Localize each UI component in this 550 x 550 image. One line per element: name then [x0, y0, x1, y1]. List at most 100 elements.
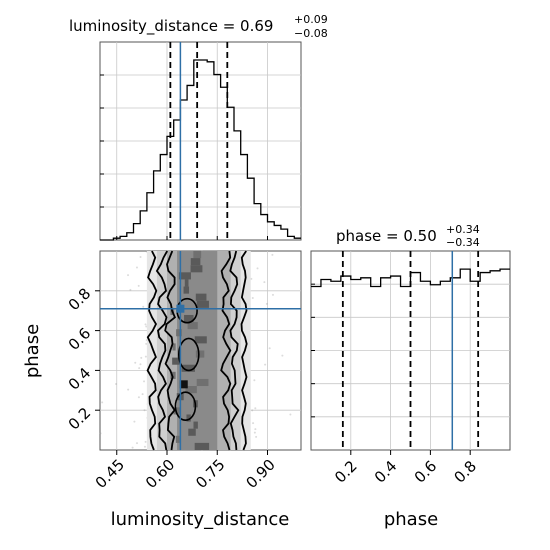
luminosity-distance-title-main: luminosity_distance = 0.69: [69, 17, 273, 36]
density-cell: [196, 300, 209, 308]
contour-line: [220, 250, 232, 451]
scatter-point: [135, 266, 138, 269]
scatter-point: [250, 277, 253, 280]
scatter-point: [127, 274, 130, 277]
phase-quantile-lines: [341, 251, 480, 450]
x-axis-label-phase: phase: [384, 509, 438, 530]
phase-x-tick-label: 0.4: [371, 457, 401, 487]
contour-line: [146, 250, 158, 451]
scatter-point: [281, 354, 284, 357]
scatter-point: [129, 288, 132, 291]
phase-x-tick-label: 0.8: [451, 457, 481, 487]
truth-marker: [176, 304, 185, 313]
density-cell: [194, 442, 210, 450]
scatter-point: [143, 380, 146, 383]
phase-y-tick-label: 0.6: [65, 324, 95, 354]
scatter-point: [252, 422, 255, 425]
scatter-point: [99, 432, 102, 435]
scatter-point: [251, 409, 254, 412]
density-cell: [186, 414, 191, 422]
scatter-point: [115, 382, 118, 385]
scatter-point: [139, 363, 142, 366]
density-contours: [146, 250, 248, 451]
scatter-point: [139, 256, 142, 259]
density-cell: [193, 251, 202, 259]
phase-x-tick-label: 0.2: [331, 457, 361, 487]
scatter-point: [264, 363, 267, 366]
density-cell: [181, 364, 195, 372]
luminosity-distance-x-tick-label: 0.60: [142, 456, 178, 492]
phase-histogram-steps: [311, 268, 510, 288]
phase-x-tick-label: 0.6: [411, 457, 441, 487]
scatter-point: [144, 355, 147, 358]
contour-line: [229, 250, 240, 451]
scatter-point: [253, 379, 256, 382]
density-cell: [194, 336, 207, 344]
x-axis-label-luminosity-distance: luminosity_distance: [111, 509, 290, 530]
scatter-point: [101, 401, 104, 404]
density-cell: [195, 350, 205, 358]
luminosity-distance-x-tick-label: 0.75: [192, 456, 228, 492]
scatter-point: [143, 445, 146, 448]
panel-phase-histogram: 0.2 0.4 0.6 0.8 phase = 0.50 +0.34 −0.34 ph…: [310, 223, 511, 530]
density-cell: [184, 314, 194, 323]
luminosity-distance-title-upper: +0.09: [294, 13, 328, 26]
density-cell: [185, 386, 197, 394]
scatter-point: [265, 302, 268, 305]
contour-island: [177, 337, 200, 372]
contour-line: [240, 250, 248, 451]
scatter-point: [135, 442, 138, 445]
density-cell: [193, 421, 198, 429]
contour-line: [164, 250, 176, 451]
density-cell: [173, 407, 181, 415]
density-cell: [175, 435, 180, 443]
density-cell: [178, 272, 191, 280]
contour-island: [174, 391, 197, 422]
y-axis-ticks-phase: 0.2 0.4 0.6 0.8: [65, 284, 100, 433]
scatter-point: [133, 420, 136, 423]
density-cell: [184, 279, 189, 287]
scatter-point: [254, 407, 257, 410]
scatter-point: [271, 253, 274, 256]
scatter-point: [253, 431, 256, 434]
scatter-point: [254, 428, 257, 431]
scatter-point: [137, 396, 140, 399]
scatter-point: [251, 296, 254, 299]
phase-y-tick-label: 0.2: [65, 404, 95, 434]
scatter-point: [134, 361, 137, 364]
density-cell: [190, 258, 201, 266]
panel-luminosity-distance-histogram: luminosity_distance = 0.69 +0.09 −0.08: [69, 13, 328, 241]
density-cell: [172, 357, 180, 365]
phase-histogram-ticks: 0.2 0.4 0.6 0.8: [311, 283, 481, 487]
scatter-point: [268, 347, 271, 350]
luminosity-distance-histogram-ticks: [100, 74, 268, 240]
density-cell: [195, 293, 207, 301]
panel-2d-density: 0.45 0.60 0.75 0.90 0.2 0.4 0.6 0.8 luminosity…: [22, 250, 302, 530]
scatter-point: [255, 435, 258, 438]
contour-line: [155, 250, 168, 451]
density-cell: [187, 322, 198, 330]
luminosity-distance-histogram-steps: [100, 59, 301, 241]
scatter-point: [145, 342, 148, 345]
density-peak: [179, 380, 188, 389]
scatter-point: [144, 323, 147, 326]
luminosity-distance-x-tick-label: 0.45: [92, 456, 128, 492]
luminosity-distance-title: luminosity_distance = 0.69: [69, 17, 273, 36]
scatter-point: [131, 446, 134, 449]
scatter-point: [137, 284, 140, 287]
scatter-point: [142, 305, 145, 308]
phase-y-tick-label: 0.4: [65, 364, 95, 394]
scatter-point: [256, 267, 259, 270]
density-cell: [172, 343, 176, 351]
scatter-point: [143, 409, 146, 412]
density-truth-lines: [100, 251, 301, 450]
phase-title-upper: +0.34: [446, 223, 480, 236]
luminosity-distance-quantile-lines: [169, 42, 229, 240]
density-cell: [176, 329, 182, 337]
histogram-grid: [100, 42, 301, 240]
scatter-point: [144, 440, 147, 443]
density-cell: [190, 265, 203, 273]
scatter-point: [141, 393, 144, 396]
density-cell: [188, 428, 196, 436]
scatter-point: [263, 281, 266, 284]
